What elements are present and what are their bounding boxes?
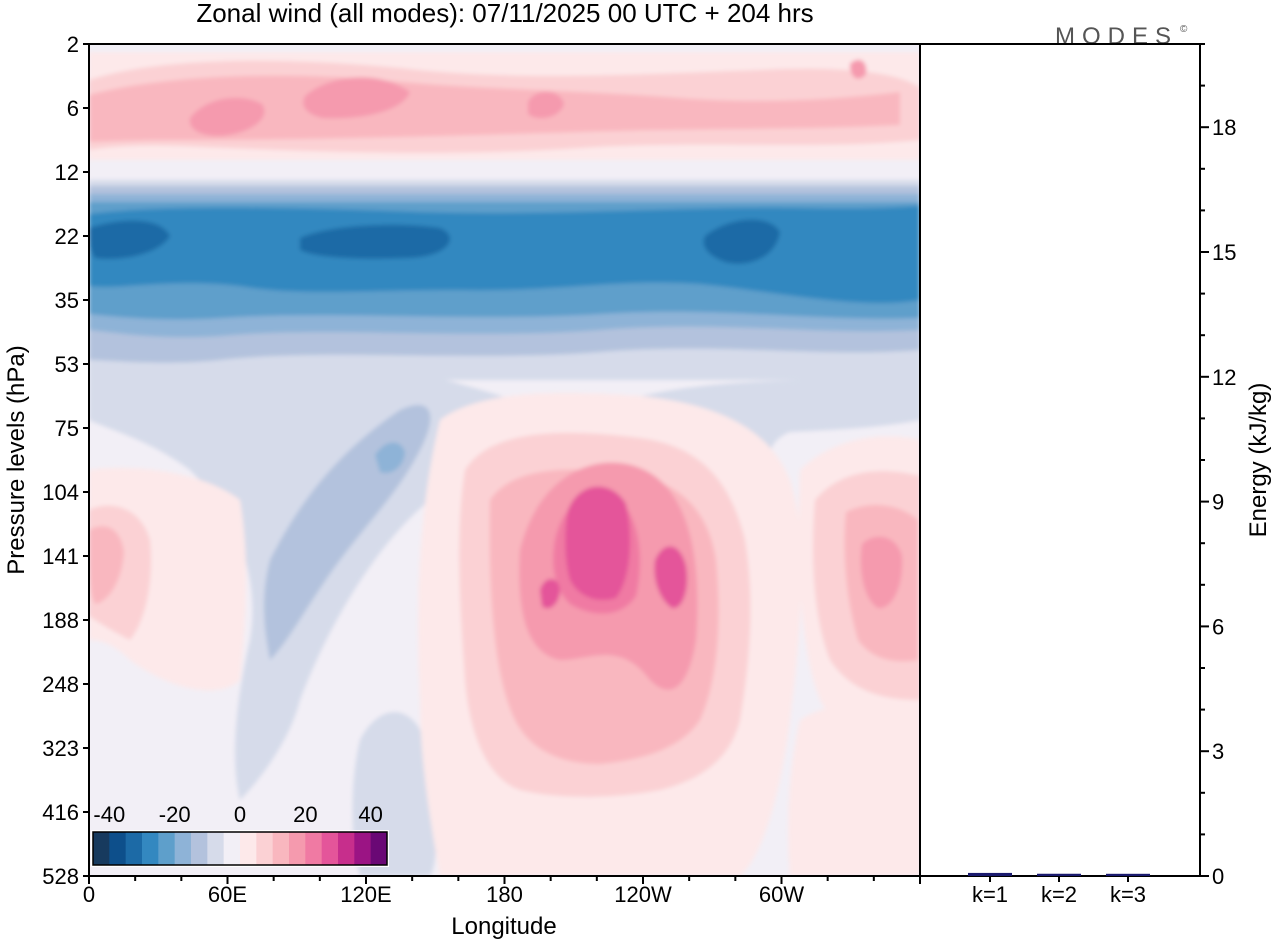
y-tick-label: 2 <box>67 32 79 57</box>
colorbar-swatch <box>354 832 372 865</box>
chart-title: Zonal wind (all modes): 07/11/2025 00 UT… <box>196 0 813 28</box>
colorbar-swatch <box>289 832 306 865</box>
energy-axis-label: Energy (kJ/kg) <box>1245 383 1272 538</box>
energy-tick-label: 3 <box>1212 739 1224 764</box>
x-tick-label: 120W <box>614 882 672 907</box>
west-westerly-3 <box>89 526 124 604</box>
energy-bars: k=1 k=2 k=3 <box>968 872 1150 907</box>
y-tick-label: 104 <box>42 480 79 505</box>
x-axis-label: Longitude <box>451 913 556 940</box>
troposphere-westerly-core-b <box>654 546 688 609</box>
energy-tick-label: 18 <box>1212 115 1236 140</box>
westerly-max-190 <box>528 91 564 119</box>
y-axis-label: Pressure levels (hPa) <box>3 345 30 574</box>
colorbar: -40 -20 0 20 40 <box>91 802 389 867</box>
colorbar-swatch <box>305 832 323 865</box>
y-tick-label: 35 <box>55 288 79 313</box>
colorbar-swatch <box>207 832 225 865</box>
copyright-mark: © <box>1180 24 1188 35</box>
y-tick-label: 12 <box>55 160 79 185</box>
troposphere-westerly-core-c <box>540 578 560 609</box>
bar-category-label: k=2 <box>1041 882 1077 907</box>
energy-bar <box>1106 873 1150 876</box>
energy-tick-label: 9 <box>1212 490 1224 515</box>
colorbar-swatch <box>338 832 355 865</box>
bar-frame <box>919 43 1201 877</box>
y-tick-label: 141 <box>42 544 79 569</box>
colorbar-swatch <box>321 832 339 865</box>
colorbar-frame <box>92 831 388 866</box>
westerly-max-40e <box>189 97 265 136</box>
westerly-max-90e <box>303 77 410 119</box>
energy-tick-label: 12 <box>1212 365 1236 390</box>
easterly-core-280 <box>703 219 780 264</box>
east-westerly-4 <box>860 536 903 609</box>
y-tick-label: 416 <box>42 800 79 825</box>
y-tick-label: 188 <box>42 608 79 633</box>
longitude-axis: 0 60E 120E 180 120W 60W <box>83 876 921 907</box>
x-tick-label: 60E <box>208 882 247 907</box>
y-tick-label: 528 <box>42 864 79 889</box>
energy-tick-label: 15 <box>1212 240 1236 265</box>
westerly-band-core <box>89 75 900 142</box>
colorbar-tick-label: -20 <box>159 802 191 827</box>
colorbar-tick-label: 0 <box>234 802 246 827</box>
westerly-max-350 <box>850 59 867 79</box>
energy-bar <box>1037 873 1081 876</box>
bar-category-label: k=3 <box>1110 882 1146 907</box>
colorbar-tick-label: 40 <box>358 802 382 827</box>
y-tick-label: 75 <box>55 416 79 441</box>
pressure-axis: 2 6 12 22 35 53 75 104 141 188 248 323 416 528 <box>42 32 89 889</box>
colorbar-swatch <box>272 832 290 865</box>
y-tick-label: 6 <box>67 96 79 121</box>
colorbar-tick-label: -40 <box>93 802 125 827</box>
colorbar-swatch <box>240 832 257 865</box>
colorbar-swatch <box>125 832 143 865</box>
x-tick-label: 60W <box>759 882 804 907</box>
y-tick-label: 53 <box>55 352 79 377</box>
colorbar-swatch <box>370 832 388 865</box>
x-tick-label: 120E <box>340 882 391 907</box>
energy-tick-label: 0 <box>1212 864 1224 889</box>
colorbar-swatch <box>158 832 176 865</box>
colorbar-swatch <box>109 832 127 865</box>
easterly-layer-5 <box>89 206 920 303</box>
lower-pink-patch <box>788 703 920 876</box>
colorbar-swatch <box>93 832 110 865</box>
colorbar-swatch <box>223 832 241 865</box>
easterly-core-140e <box>300 224 450 259</box>
modes-logo: MODES <box>1055 23 1178 50</box>
energy-tick-label: 6 <box>1212 614 1224 639</box>
y-tick-label: 323 <box>42 736 79 761</box>
colorbar-swatch <box>191 832 208 865</box>
easterly-core-350 <box>89 220 170 260</box>
x-tick-label: 180 <box>486 882 523 907</box>
troposphere-westerly-core-a <box>565 486 631 600</box>
colorbar-tick-label: 20 <box>293 802 317 827</box>
energy-bar <box>968 872 1012 876</box>
easterly-tongue-1 <box>89 360 920 800</box>
y-tick-label: 22 <box>55 224 79 249</box>
colorbar-swatch <box>174 832 192 865</box>
westerly-max-330 <box>820 101 842 125</box>
colorbar-swatch <box>256 832 274 865</box>
x-tick-label: 0 <box>83 882 95 907</box>
bar-category-label: k=1 <box>972 882 1008 907</box>
heatmap-field <box>89 44 920 876</box>
easterly-tongue-core <box>375 442 405 474</box>
colorbar-swatch <box>142 832 159 865</box>
y-tick-label: 248 <box>42 672 79 697</box>
energy-axis: 0 3 6 9 12 15 18 <box>1200 43 1236 889</box>
